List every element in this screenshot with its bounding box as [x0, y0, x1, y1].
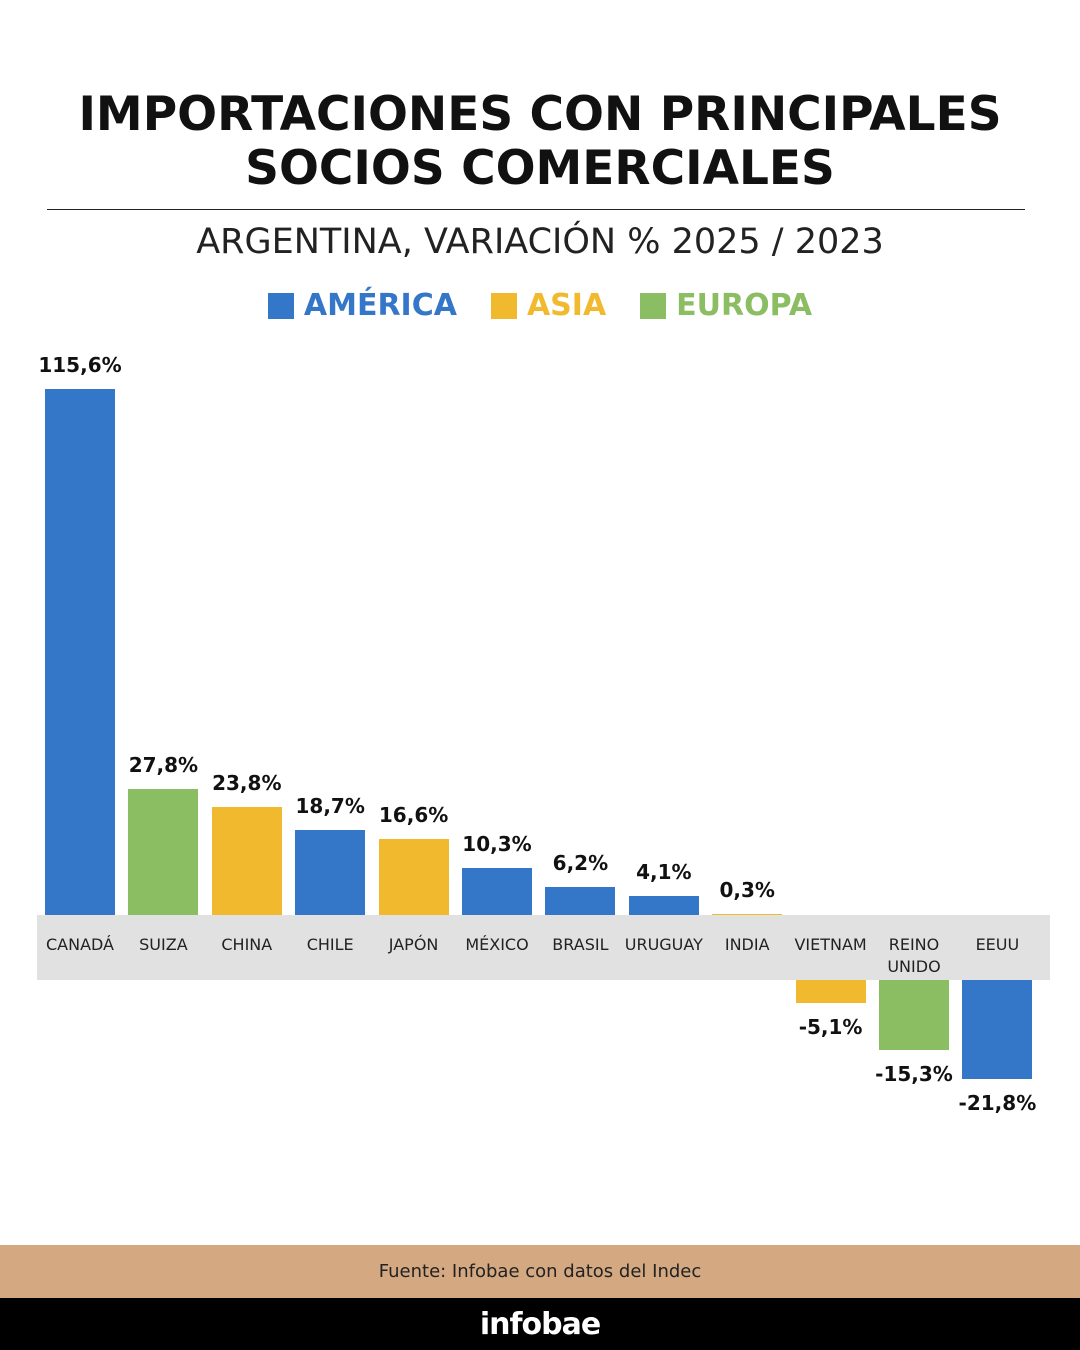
legend-item: EUROPA: [640, 288, 812, 323]
legend-swatch: [267, 292, 294, 319]
legend: AMÉRICA ASIA EUROPA: [0, 288, 1080, 323]
bar: [879, 980, 949, 1050]
brand: infobae: [0, 1298, 1080, 1350]
x-tick-label: CANADÁ: [45, 935, 114, 954]
bar: [378, 839, 449, 915]
legend-label: AMÉRICA: [303, 288, 457, 323]
x-tick-label: BRASIL: [552, 935, 609, 954]
x-tick-label: JAPÓN: [388, 935, 439, 954]
value-label: 6,2%: [552, 850, 609, 875]
value-label: -5,1%: [798, 1015, 863, 1040]
x-tick-label: EEUU: [975, 935, 1020, 954]
x-tick-label: CHILE: [306, 935, 354, 954]
value-label: 27,8%: [128, 752, 199, 777]
bar: [712, 913, 783, 915]
value-label: 23,8%: [212, 770, 282, 795]
x-tick-label: REINO UNIDO: [887, 935, 941, 976]
divider: [47, 209, 1025, 210]
value-label: -21,8%: [958, 1091, 1037, 1116]
chart-title: IMPORTACIONES CON PRINCIPALES SOCIOS COM…: [78, 87, 1002, 196]
x-tick-label: URUGUAY: [624, 935, 703, 954]
value-label: -15,3%: [875, 1061, 953, 1086]
legend-item: AMÉRICA: [267, 288, 457, 323]
bar: [795, 980, 866, 1004]
x-tick-label: VIETNAM: [794, 935, 867, 954]
legend-swatch: [640, 292, 667, 319]
legend-label: ASIA: [526, 288, 607, 323]
bar: [211, 806, 282, 915]
bar: [545, 886, 616, 915]
source: Fuente: Infobae con datos del Indec: [0, 1245, 1080, 1298]
legend-item: ASIA: [490, 288, 607, 323]
value-label: 10,3%: [462, 832, 532, 857]
legend-swatch: [490, 292, 517, 319]
bar: [962, 980, 1033, 1080]
value-label: 115,6%: [38, 353, 122, 378]
bar: [295, 829, 366, 915]
bar: [462, 868, 532, 915]
bar: [628, 896, 699, 915]
x-tick-label: MÉXICO: [465, 935, 529, 954]
x-tick-label: INDIA: [724, 935, 770, 954]
value-label: 16,6%: [378, 803, 449, 828]
x-tick-label: SUIZA: [139, 935, 188, 954]
value-label: 4,1%: [636, 860, 692, 885]
value-label: 18,7%: [295, 793, 365, 818]
category-band: [37, 915, 1050, 980]
bar: [128, 788, 199, 915]
legend-label: EUROPA: [676, 288, 813, 323]
value-label: 0,3%: [719, 877, 775, 902]
x-tick-label: CHINA: [221, 935, 273, 954]
chart-subtitle: ARGENTINA, VARIACIÓN % 2025 / 2023: [196, 222, 884, 262]
bar: [45, 389, 115, 915]
